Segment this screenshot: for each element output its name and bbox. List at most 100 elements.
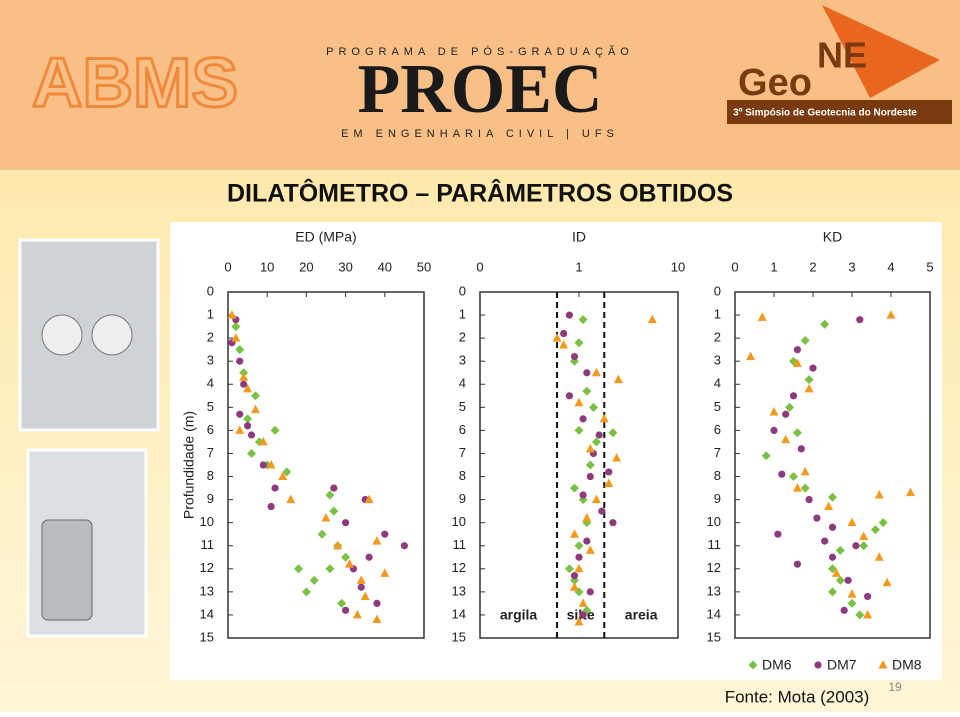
point	[769, 406, 779, 416]
y-tick-label: 13	[200, 583, 214, 598]
y-tick-label: 10	[200, 514, 214, 529]
point	[847, 517, 857, 527]
plot-frame	[227, 291, 425, 639]
point	[588, 402, 598, 412]
point	[585, 545, 595, 554]
point	[325, 490, 335, 500]
point	[294, 564, 304, 574]
point	[608, 428, 618, 438]
point	[259, 461, 267, 469]
photo-gauge	[91, 314, 133, 356]
point	[793, 346, 802, 354]
y-tick-label: 11	[201, 537, 215, 552]
y-tick-label: 15	[707, 629, 721, 644]
point	[559, 340, 569, 349]
x-tick-label: 3	[848, 259, 855, 274]
y-tick-label: 11	[453, 537, 467, 552]
point	[778, 470, 786, 478]
point	[574, 397, 584, 407]
point	[793, 560, 802, 568]
point	[828, 587, 837, 597]
point	[583, 537, 591, 545]
x-tick-label: 0	[731, 259, 738, 274]
program-name: PROEC	[358, 51, 603, 128]
point	[278, 471, 288, 481]
point	[781, 434, 791, 444]
point	[341, 552, 351, 562]
logo-ne: NE	[817, 35, 867, 76]
point	[874, 552, 884, 561]
point	[239, 372, 249, 381]
legend-label: DM8	[892, 657, 922, 673]
y-tick-label: 11	[708, 537, 722, 552]
point	[800, 466, 810, 476]
point	[579, 491, 587, 499]
legend-marker	[814, 661, 822, 669]
point	[800, 483, 810, 493]
y-tick-label: 2	[207, 330, 214, 345]
slide-title: DILATÔMETRO – PARÂMETROS OBTIDOS	[227, 178, 733, 208]
source: Fonte: Mota (2003)	[725, 687, 870, 706]
page-number: 19	[888, 680, 902, 694]
point	[235, 425, 245, 434]
point	[582, 513, 592, 522]
point	[400, 542, 408, 550]
x-axis-title: KD	[823, 229, 842, 245]
point	[800, 335, 810, 345]
y-tick-label: 13	[707, 583, 721, 598]
point	[804, 375, 814, 385]
point	[569, 529, 579, 538]
y-tick-label: 6	[459, 422, 466, 437]
y-tick-label: 6	[714, 422, 721, 437]
point	[231, 322, 241, 332]
point	[552, 333, 562, 342]
point	[609, 519, 617, 527]
x-tick-label: 40	[378, 259, 392, 274]
y-tick-label: 2	[714, 330, 721, 345]
point	[828, 564, 837, 574]
point	[578, 315, 588, 325]
point	[789, 472, 798, 482]
point	[906, 487, 915, 497]
point	[574, 616, 584, 626]
zone-label: areia	[625, 607, 658, 623]
point	[342, 606, 350, 614]
point	[579, 611, 587, 619]
point	[574, 425, 584, 435]
point	[847, 589, 857, 598]
point	[864, 592, 872, 601]
point	[365, 553, 373, 561]
point	[820, 319, 830, 329]
point	[598, 507, 606, 515]
point	[325, 564, 335, 574]
y-tick-label: 3	[207, 353, 214, 368]
y-tick-label: 5	[714, 399, 721, 414]
chart-panel	[170, 222, 942, 680]
point	[301, 587, 311, 597]
point	[792, 358, 802, 368]
point	[774, 530, 782, 538]
point	[782, 410, 790, 418]
x-axis-title: ID	[572, 229, 586, 245]
point	[247, 448, 257, 458]
point	[828, 553, 837, 561]
logo-abms: ABMS	[32, 43, 238, 121]
y-tick-label: 7	[459, 445, 466, 460]
point	[586, 588, 594, 596]
point	[805, 496, 813, 504]
point	[569, 483, 579, 493]
point	[789, 392, 798, 400]
point	[321, 513, 331, 522]
point	[809, 364, 817, 372]
y-tick-label: 7	[207, 445, 214, 460]
y-tick-label: 9	[714, 491, 721, 506]
point	[874, 489, 884, 499]
point	[231, 333, 241, 342]
point	[240, 380, 248, 388]
point	[859, 531, 869, 541]
point	[372, 536, 382, 545]
point	[886, 310, 896, 319]
y-tick-label: 8	[459, 468, 466, 483]
point	[840, 606, 848, 614]
